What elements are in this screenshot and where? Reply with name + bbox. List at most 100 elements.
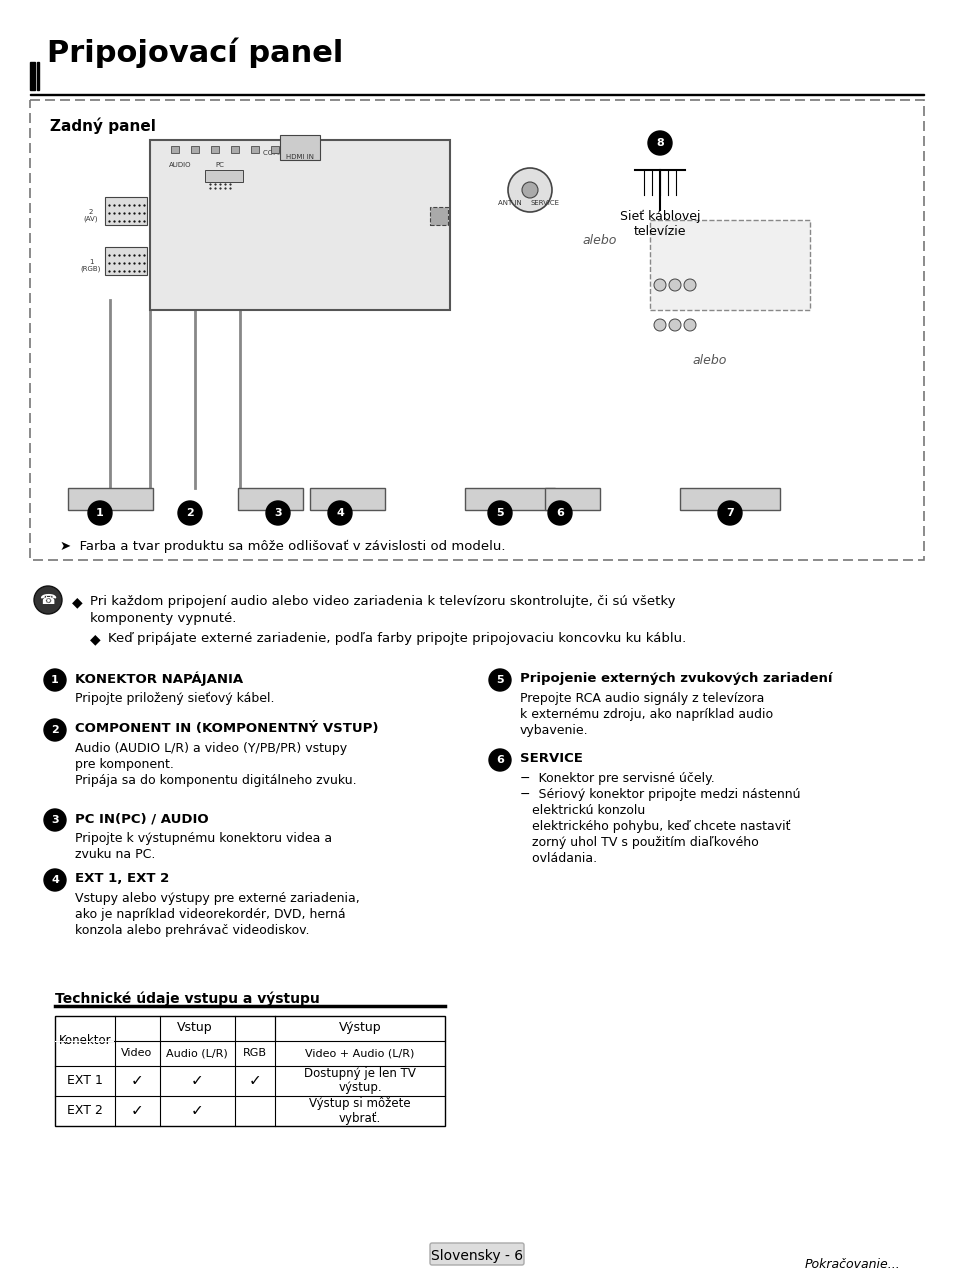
Text: Pokračovanie...: Pokračovanie...	[803, 1258, 899, 1271]
Text: ✓: ✓	[191, 1073, 203, 1088]
Text: elektrického pohybu, keď chcete nastaviť: elektrického pohybu, keď chcete nastaviť	[519, 820, 790, 833]
Text: AUDIO: AUDIO	[169, 162, 191, 168]
Text: ◆: ◆	[71, 595, 83, 609]
Circle shape	[44, 869, 66, 891]
Text: 3: 3	[51, 815, 59, 826]
Text: EXT 1: EXT 1	[67, 1074, 103, 1087]
Circle shape	[507, 168, 552, 212]
Text: 6: 6	[556, 508, 563, 518]
Text: Pripojte k výstupnému konektoru videa a: Pripojte k výstupnému konektoru videa a	[75, 832, 332, 845]
Bar	[105, 248, 147, 276]
Text: ➤  Farba a tvar produktu sa môže odlišovať v závislosti od modelu.: ➤ Farba a tvar produktu sa môže odlišova…	[60, 540, 505, 554]
Circle shape	[44, 809, 66, 831]
Bar	[649, 219, 809, 310]
Text: Pripojovací panel: Pripojovací panel	[47, 37, 343, 68]
Bar	[237, 487, 303, 510]
Text: Pri každom pripojení audio alebo video zariadenia k televízoru skontrolujte, či : Pri každom pripojení audio alebo video z…	[90, 595, 675, 607]
Text: 4: 4	[335, 508, 344, 518]
Text: vybavenie.: vybavenie.	[519, 723, 588, 738]
Text: 4: 4	[51, 875, 59, 886]
Text: EXT 2: EXT 2	[67, 1105, 103, 1118]
Text: Vstup: Vstup	[177, 1022, 213, 1035]
Circle shape	[683, 279, 696, 291]
Text: −  Konektor pre servisné účely.: − Konektor pre servisné účely.	[519, 772, 714, 785]
Text: Výstup si môžete: Výstup si môžete	[309, 1097, 411, 1110]
Text: komponenty vypnuté.: komponenty vypnuté.	[90, 612, 236, 625]
Text: Konektor: Konektor	[59, 1035, 112, 1048]
Text: ✓: ✓	[131, 1073, 143, 1088]
Bar	[280, 135, 319, 160]
Circle shape	[488, 501, 512, 524]
Bar	[105, 197, 147, 225]
Text: Výstup: Výstup	[338, 1022, 381, 1035]
Circle shape	[547, 501, 572, 524]
Circle shape	[521, 182, 537, 198]
Text: výstup.: výstup.	[337, 1082, 381, 1095]
Bar	[310, 487, 385, 510]
Bar	[55, 1016, 444, 1125]
Text: COMPONENT IN: COMPONENT IN	[263, 151, 316, 156]
Circle shape	[654, 319, 665, 330]
Text: Pripojenie externých zvukových zariadení: Pripojenie externých zvukových zariadení	[519, 672, 832, 685]
Text: Video + Audio (L/R): Video + Audio (L/R)	[305, 1048, 415, 1058]
Text: ◆: ◆	[90, 632, 100, 646]
Text: Slovensky - 6: Slovensky - 6	[431, 1249, 522, 1263]
Text: Pripojte priložený sieťový kábel.: Pripojte priložený sieťový kábel.	[75, 692, 274, 706]
Bar	[251, 145, 258, 153]
Text: pre komponent.: pre komponent.	[75, 758, 173, 771]
Circle shape	[718, 501, 741, 524]
Text: Technické údaje vstupu a výstupu: Technické údaje vstupu a výstupu	[55, 991, 319, 1007]
Bar	[231, 145, 239, 153]
Text: Sieť káblovej
televízie: Sieť káblovej televízie	[619, 211, 700, 239]
Text: COMPONENT IN (KOMPONENTNÝ VSTUP): COMPONENT IN (KOMPONENTNÝ VSTUP)	[75, 722, 378, 735]
Circle shape	[668, 319, 680, 330]
Text: 6: 6	[496, 755, 503, 766]
Text: Zadný panel: Zadný panel	[50, 117, 155, 134]
Text: ovládania.: ovládania.	[519, 852, 597, 865]
Bar	[205, 170, 243, 182]
Text: 3: 3	[274, 508, 281, 518]
Text: −  Sériový konektor pripojte medzi nástennú: − Sériový konektor pripojte medzi násten…	[519, 789, 800, 801]
Circle shape	[489, 669, 511, 692]
Circle shape	[654, 279, 665, 291]
Text: Video: Video	[121, 1048, 152, 1058]
Text: konzola alebo prehrávač videodiskov.: konzola alebo prehrávač videodiskov.	[75, 924, 309, 937]
Circle shape	[266, 501, 290, 524]
Text: Audio (L/R): Audio (L/R)	[166, 1048, 228, 1058]
Circle shape	[489, 749, 511, 771]
Bar	[150, 140, 450, 310]
Text: Audio (AUDIO L/R) a video (Y/PB/PR) vstupy: Audio (AUDIO L/R) a video (Y/PB/PR) vstu…	[75, 743, 347, 755]
Text: ✓: ✓	[131, 1104, 143, 1119]
Circle shape	[178, 501, 202, 524]
Bar	[191, 145, 199, 153]
Text: k externému zdroju, ako napríklad audio: k externému zdroju, ako napríklad audio	[519, 708, 772, 721]
Text: ✓: ✓	[249, 1073, 261, 1088]
Bar	[430, 207, 448, 225]
Bar	[37, 63, 39, 91]
Text: Pripája sa do komponentu digitálneho zvuku.: Pripája sa do komponentu digitálneho zvu…	[75, 775, 356, 787]
Text: alebo: alebo	[582, 234, 617, 246]
Circle shape	[668, 279, 680, 291]
Circle shape	[44, 718, 66, 741]
Text: 7: 7	[725, 508, 733, 518]
Text: 2: 2	[186, 508, 193, 518]
Text: 5: 5	[496, 508, 503, 518]
Text: KONEKTOR NAPÁJANIA: KONEKTOR NAPÁJANIA	[75, 672, 243, 686]
Text: ✓: ✓	[191, 1104, 203, 1119]
Text: 2
(AV): 2 (AV)	[84, 209, 98, 222]
Circle shape	[34, 586, 62, 614]
Bar	[30, 63, 35, 91]
Text: PC IN(PC) / AUDIO: PC IN(PC) / AUDIO	[75, 812, 209, 826]
Circle shape	[647, 131, 671, 154]
Text: EXT 1, EXT 2: EXT 1, EXT 2	[75, 872, 169, 886]
Text: zvuku na PC.: zvuku na PC.	[75, 849, 155, 861]
Text: Vstupy alebo výstupy pre externé zariadenia,: Vstupy alebo výstupy pre externé zariade…	[75, 892, 359, 905]
Circle shape	[88, 501, 112, 524]
Text: HDMI IN: HDMI IN	[286, 154, 314, 160]
Text: Keď pripájate externé zariadenie, podľa farby pripojte pripojovaciu koncovku ku : Keď pripájate externé zariadenie, podľa …	[108, 632, 685, 644]
Text: alebo: alebo	[692, 353, 726, 366]
Text: 1
(RGB): 1 (RGB)	[81, 259, 101, 273]
Text: zorný uhol TV s použitím diaľkového: zorný uhol TV s použitím diaľkového	[519, 836, 758, 849]
Circle shape	[328, 501, 352, 524]
Text: Prepojte RCA audio signály z televízora: Prepojte RCA audio signály z televízora	[519, 692, 763, 706]
